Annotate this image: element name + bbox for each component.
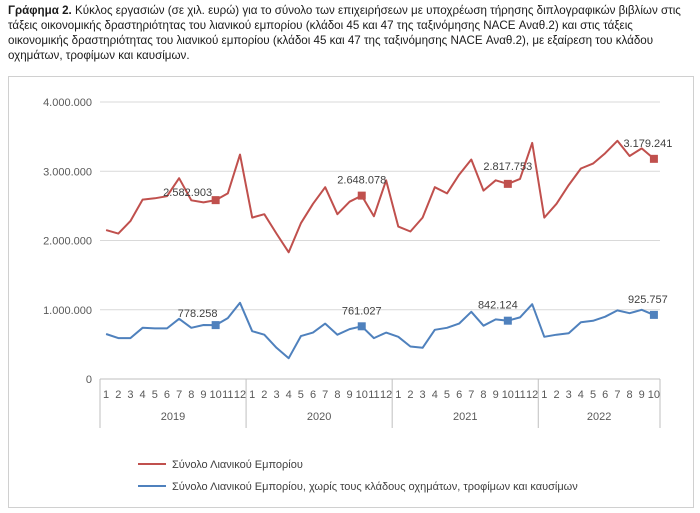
x-tick-label: 8	[627, 389, 633, 401]
year-label: 2020	[307, 411, 331, 423]
data-label: 2.582.903	[163, 187, 212, 199]
x-tick-label: 7	[322, 389, 328, 401]
x-tick-label: 3	[420, 389, 426, 401]
data-label: 842.124	[478, 300, 518, 312]
x-tick-label: 6	[456, 389, 462, 401]
caption-label: Γράφημα 2.	[8, 4, 72, 17]
series-line	[105, 139, 655, 254]
chart-frame	[8, 76, 694, 508]
x-tick-label: 5	[152, 389, 158, 401]
x-tick-label: 10	[648, 389, 660, 401]
x-tick-label: 9	[639, 389, 645, 401]
x-tick-label: 7	[614, 389, 620, 401]
data-label: 3.179.241	[623, 138, 672, 150]
x-tick-label: 1	[103, 389, 109, 401]
data-point-marker	[503, 179, 512, 188]
y-tick-label: 3.000.000	[43, 166, 92, 178]
caption-text: Κύκλος εργασιών (σε χιλ. ευρώ) για το σύ…	[8, 4, 681, 62]
data-point-marker	[357, 191, 366, 200]
x-tick-label: 8	[480, 389, 486, 401]
data-point-marker	[211, 321, 220, 330]
x-tick-label: 11	[514, 389, 525, 401]
x-tick-label: 6	[310, 389, 316, 401]
x-tick-label: 1	[541, 389, 547, 401]
x-tick-label: 10	[502, 389, 514, 401]
data-point-marker	[503, 316, 512, 325]
year-label: 2022	[587, 411, 611, 423]
year-label: 2019	[161, 411, 185, 423]
x-tick-label: 5	[444, 389, 450, 401]
data-label: 761.027	[342, 305, 382, 317]
y-tick-label: 4.000.000	[43, 97, 92, 109]
x-tick-label: 8	[334, 389, 340, 401]
data-point-marker	[211, 196, 220, 205]
year-label: 2021	[453, 411, 477, 423]
data-label: 925.757	[628, 294, 668, 306]
x-tick-label: 4	[432, 389, 438, 401]
x-tick-label: 2	[553, 389, 559, 401]
data-label: 2.648.078	[337, 175, 386, 187]
x-tick-label: 12	[526, 389, 538, 401]
data-point-marker	[357, 322, 366, 331]
x-tick-label: 9	[347, 389, 353, 401]
x-tick-label: 9	[493, 389, 499, 401]
data-label: 778.258	[178, 308, 218, 320]
x-tick-label: 5	[298, 389, 304, 401]
x-tick-label: 11	[222, 389, 233, 401]
chart-caption: Γράφημα 2. Κύκλος εργασιών (σε χιλ. ευρώ…	[8, 3, 694, 63]
x-tick-label: 3	[127, 389, 133, 401]
x-tick-label: 4	[578, 389, 584, 401]
x-tick-label: 2	[261, 389, 267, 401]
x-tick-label: 3	[566, 389, 572, 401]
x-tick-label: 4	[140, 389, 146, 401]
legend-label: Σύνολο Λιανικού Εμπορίου, χωρίς τους κλά…	[172, 481, 578, 493]
x-tick-label: 2	[407, 389, 413, 401]
x-tick-label: 12	[234, 389, 246, 401]
x-tick-label: 1	[249, 389, 255, 401]
legend-label: Σύνολο Λιανικού Εμπορίου	[172, 459, 303, 471]
x-tick-label: 3	[273, 389, 279, 401]
y-tick-label: 0	[86, 374, 92, 386]
x-tick-label: 1	[395, 389, 401, 401]
x-tick-label: 11	[368, 389, 379, 401]
x-tick-label: 10	[356, 389, 368, 401]
x-tick-label: 2	[115, 389, 121, 401]
y-tick-label: 2.000.000	[43, 236, 92, 248]
x-tick-label: 7	[176, 389, 182, 401]
data-label: 2.817.753	[483, 161, 532, 173]
x-tick-label: 4	[286, 389, 292, 401]
x-tick-label: 7	[468, 389, 474, 401]
x-tick-label: 8	[188, 389, 194, 401]
x-tick-label: 6	[164, 389, 170, 401]
y-tick-label: 1.000.000	[43, 305, 92, 317]
x-tick-label: 5	[590, 389, 596, 401]
x-tick-label: 12	[380, 389, 392, 401]
x-tick-label: 9	[200, 389, 206, 401]
x-tick-label: 10	[210, 389, 222, 401]
x-tick-label: 6	[602, 389, 608, 401]
series-line	[105, 301, 655, 360]
data-point-marker	[649, 154, 658, 163]
data-point-marker	[649, 310, 658, 319]
